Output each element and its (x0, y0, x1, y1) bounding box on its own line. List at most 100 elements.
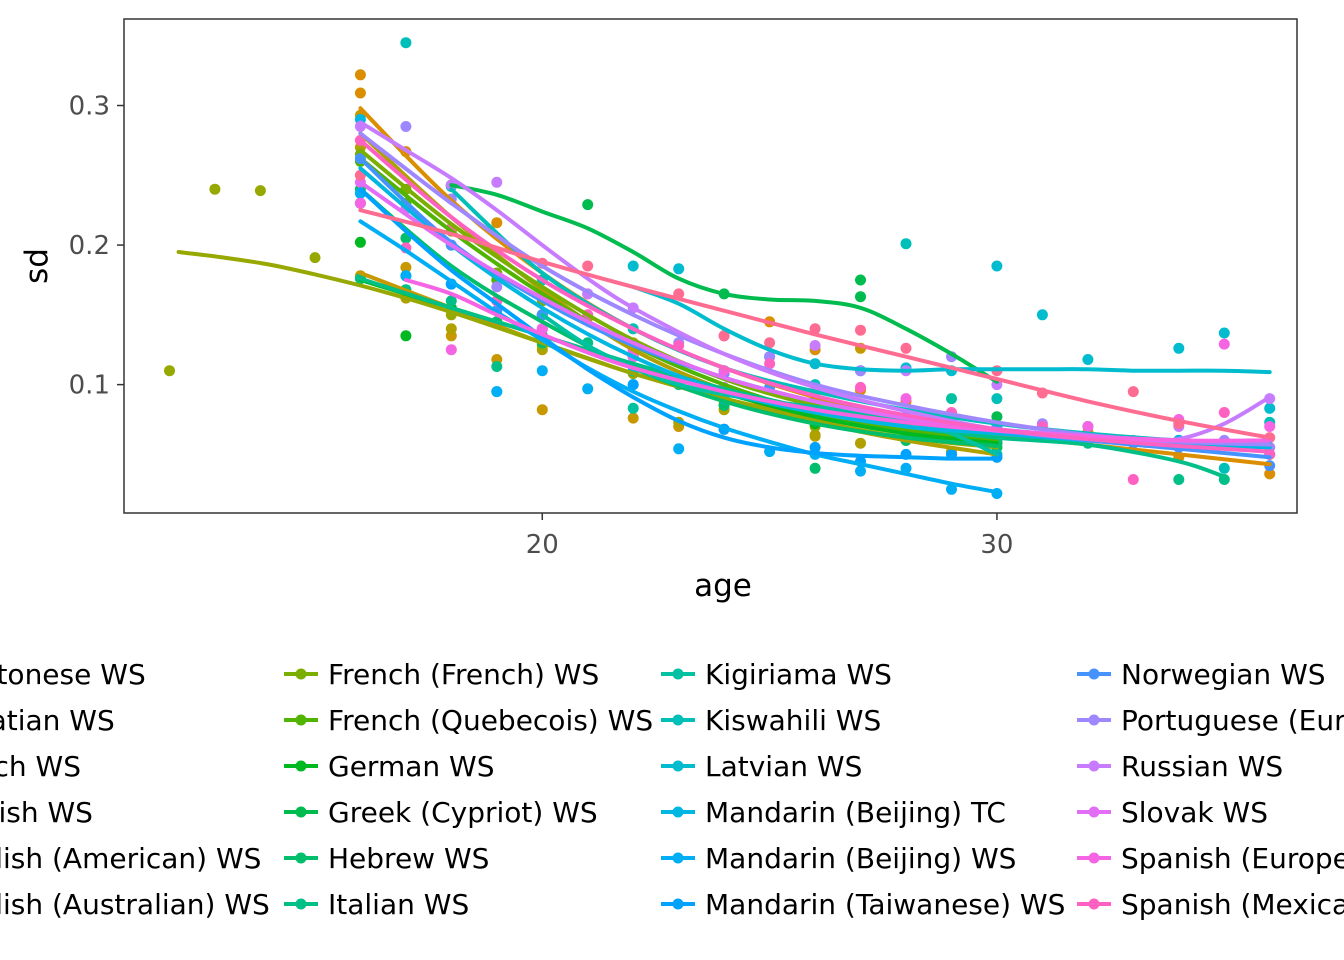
legend-key-point-19 (1088, 714, 1100, 726)
legend-label-12: Kigiriama WS (705, 658, 892, 691)
legend-item-23: Spanish (Mexican) WS (1077, 888, 1344, 921)
legend-label-22: Spanish (European) WS (1121, 842, 1344, 875)
legend-label-17: Mandarin (Taiwanese) WS (705, 888, 1065, 921)
legend-label-16: Mandarin (Beijing) WS (705, 842, 1016, 875)
series-14-point-1 (673, 263, 685, 275)
legend-label-1: Croatian WS (0, 704, 115, 737)
series-2-point-1 (354, 87, 366, 99)
legend-item-22: Spanish (European) WS (1077, 842, 1344, 875)
legend-item-5: English (Australian) WS (0, 888, 270, 921)
legend-label-7: French (Quebecois) WS (328, 704, 653, 737)
series-22-point-11 (1264, 421, 1276, 432)
legend-label-10: Hebrew WS (328, 842, 489, 875)
plot-panel (123, 18, 1298, 514)
legend-key-point-15 (672, 806, 684, 818)
extra-series-0-point-5 (718, 330, 730, 342)
series-23-smooth-line (358, 138, 1272, 454)
series-22-smooth-line (403, 278, 1272, 443)
legend-key-point-11 (295, 898, 307, 910)
series-5-smooth-line (176, 250, 999, 450)
series-5-point-1 (209, 183, 221, 195)
series-16-point-1 (400, 270, 412, 282)
series-5-point-3 (309, 252, 321, 264)
legend-key-point-17 (672, 898, 684, 910)
x-axis-title: age (694, 568, 752, 604)
legend-item-18: Norwegian WS (1077, 658, 1326, 691)
series-13-point-10 (1218, 462, 1230, 474)
series-3-point-2 (400, 261, 412, 273)
axes-layer: 0.1 0.2 0.3 20 30 (69, 92, 1014, 560)
legend-label-4: English (American) WS (0, 842, 261, 875)
series-16-point-3 (536, 365, 548, 377)
extra-series-0-point-6 (764, 337, 776, 349)
legend-label-3: Danish WS (0, 796, 93, 829)
legend-item-10: Hebrew WS (284, 842, 489, 875)
series-16-point-4 (582, 383, 594, 395)
series-17-point-5 (809, 441, 821, 453)
extra-series-0-point-12 (1127, 386, 1139, 398)
legend-label-15: Mandarin (Beijing) TC (705, 796, 1006, 829)
legend-key-point-20 (1088, 760, 1100, 772)
legend-key-point-6 (295, 668, 307, 680)
marks-layer (164, 37, 1276, 499)
series-20-point-6 (809, 340, 821, 351)
series-14-point-7 (991, 260, 1003, 272)
legend-item-14: Latvian WS (661, 750, 862, 783)
series-14-point-12 (1264, 402, 1276, 414)
series-20-point-2 (491, 176, 503, 188)
legend-key-point-9 (295, 806, 307, 818)
legend-item-0: Cantonese WS (0, 658, 146, 691)
series-11-point-3 (491, 361, 503, 372)
legend-item-6: French (French) WS (284, 658, 599, 691)
series-16-point-10 (946, 483, 957, 495)
series-3-point-5 (536, 404, 548, 416)
series-11-point-12 (1173, 474, 1185, 485)
legend-key-point-13 (672, 714, 684, 726)
series-22-point-8 (1082, 421, 1094, 432)
series-19-point-0 (400, 121, 412, 132)
series-3-point-6 (627, 412, 639, 424)
series-13-point-7 (991, 393, 1003, 405)
series-14-point-8 (1036, 309, 1048, 321)
legend-item-8: German WS (284, 750, 494, 783)
series-4-point-2 (445, 323, 457, 335)
extra-series-0-point-8 (855, 324, 866, 336)
legend: Cantonese WS Croatian WS Czech WS Danish WS… (0, 658, 1344, 921)
legend-label-0: Cantonese WS (0, 658, 146, 691)
series-14-point-0 (627, 260, 639, 272)
series-23-point-9 (1127, 474, 1139, 485)
series-9-smooth-line (449, 183, 999, 384)
series-13-point-6 (900, 238, 912, 250)
series-23-point-10 (1218, 407, 1230, 418)
series-22-point-6 (900, 393, 912, 405)
series-16-smooth-line (358, 219, 999, 495)
series-10-point-7 (809, 462, 821, 474)
series-2-point-4 (491, 217, 503, 229)
series-23-point-5 (764, 358, 776, 370)
series-14-point-11 (1218, 327, 1230, 339)
legend-key-point-12 (672, 668, 684, 680)
series-9-point-3 (855, 274, 866, 286)
series-11-point-2 (445, 295, 457, 307)
legend-label-20: Russian WS (1121, 750, 1283, 783)
series-22-point-0 (354, 197, 366, 209)
x-tick-label-0: 20 (526, 530, 559, 560)
y-axis-title: sd (19, 248, 55, 284)
legend-key-point-7 (295, 714, 307, 726)
series-16-point-8 (855, 465, 866, 477)
legend-label-6: French (French) WS (328, 658, 599, 691)
legend-key-point-8 (295, 760, 307, 772)
legend-label-14: Latvian WS (705, 750, 862, 783)
legend-key-point-16 (672, 852, 684, 864)
legend-key-point-14 (672, 760, 684, 772)
series-22-point-1 (445, 344, 457, 356)
legend-label-19: Portuguese (European) WS (1121, 704, 1344, 737)
extra-series-0-point-3 (582, 260, 594, 272)
y-tick-label-1: 0.2 (69, 231, 110, 261)
series-8-point-1 (400, 330, 412, 342)
series-16-point-9 (900, 462, 912, 474)
legend-item-16: Mandarin (Beijing) WS (661, 842, 1016, 875)
series-9-point-1 (582, 199, 594, 211)
series-17-smooth-line (358, 187, 999, 461)
